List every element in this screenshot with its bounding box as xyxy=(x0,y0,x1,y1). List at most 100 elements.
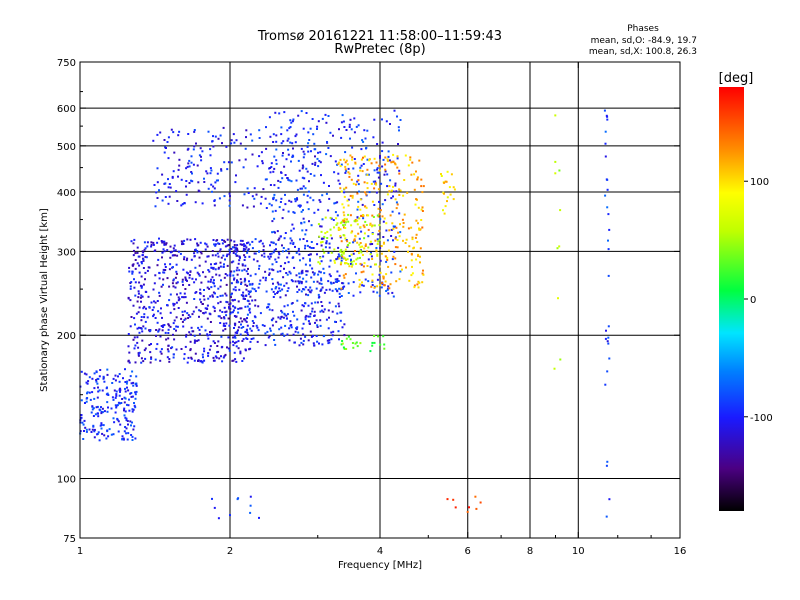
data-point xyxy=(230,311,233,314)
data-point xyxy=(314,163,317,166)
data-point xyxy=(170,128,173,131)
data-point xyxy=(278,112,281,115)
data-point xyxy=(402,222,405,224)
data-point xyxy=(137,292,140,295)
data-point xyxy=(161,326,164,328)
data-point xyxy=(119,390,121,393)
data-point xyxy=(422,185,425,188)
data-point xyxy=(174,249,177,252)
data-point xyxy=(323,334,326,337)
data-point xyxy=(554,172,557,175)
data-point xyxy=(221,242,224,245)
data-point xyxy=(194,238,197,241)
data-point xyxy=(167,344,170,347)
y-tick-label: 600 xyxy=(57,104,76,115)
data-point xyxy=(316,125,319,128)
data-point xyxy=(162,268,165,271)
data-point xyxy=(152,243,155,246)
data-point xyxy=(195,142,197,145)
data-point xyxy=(345,259,347,261)
data-point xyxy=(119,387,122,390)
data-point xyxy=(150,301,153,304)
data-point xyxy=(348,172,351,175)
data-point xyxy=(185,271,188,274)
data-point xyxy=(124,416,127,419)
data-point xyxy=(398,172,401,175)
data-point xyxy=(111,396,114,399)
data-point xyxy=(210,278,213,281)
data-point xyxy=(167,157,170,160)
data-point xyxy=(159,335,162,338)
data-point xyxy=(185,185,187,188)
data-point xyxy=(422,273,425,276)
data-point xyxy=(152,241,155,244)
data-point xyxy=(229,274,232,277)
data-point xyxy=(421,210,424,212)
data-point xyxy=(116,418,119,421)
data-point xyxy=(127,404,130,407)
data-point xyxy=(132,384,135,387)
data-point xyxy=(273,184,276,187)
data-point xyxy=(304,316,307,319)
data-point xyxy=(172,356,175,359)
data-point xyxy=(381,165,384,168)
data-point xyxy=(345,186,348,189)
data-point xyxy=(303,221,306,224)
data-point xyxy=(378,229,381,232)
data-point xyxy=(350,178,353,181)
data-point xyxy=(343,126,346,128)
data-point xyxy=(234,336,237,339)
data-point xyxy=(175,282,178,285)
data-point xyxy=(88,428,91,431)
data-point xyxy=(330,237,333,240)
data-point xyxy=(106,368,109,371)
data-point xyxy=(378,169,381,172)
data-point xyxy=(179,252,182,255)
data-point xyxy=(298,169,301,172)
data-point xyxy=(608,228,611,231)
data-point xyxy=(227,347,230,350)
data-point xyxy=(133,425,136,428)
data-point xyxy=(232,336,235,339)
data-point xyxy=(382,220,385,223)
data-point xyxy=(376,285,379,288)
data-point xyxy=(340,295,343,297)
data-point xyxy=(339,187,342,190)
data-point xyxy=(312,199,315,202)
data-point xyxy=(196,251,199,254)
data-point xyxy=(242,291,245,294)
data-point xyxy=(226,346,228,349)
data-point xyxy=(257,286,260,289)
data-point xyxy=(420,208,423,211)
data-point xyxy=(242,249,245,252)
data-point xyxy=(283,313,286,316)
data-point xyxy=(310,224,313,227)
data-point xyxy=(604,337,607,340)
data-point xyxy=(290,160,292,163)
data-point xyxy=(246,242,248,245)
data-point xyxy=(80,399,83,402)
data-point xyxy=(357,183,360,186)
data-point xyxy=(189,238,192,241)
data-point xyxy=(220,168,223,171)
data-point xyxy=(305,314,308,317)
data-point xyxy=(607,342,610,345)
data-point xyxy=(355,258,358,261)
data-point xyxy=(130,395,133,398)
data-point xyxy=(304,302,306,305)
data-point xyxy=(329,259,332,262)
data-point xyxy=(164,182,167,185)
data-point xyxy=(274,243,277,246)
data-point xyxy=(167,202,170,205)
data-point xyxy=(222,126,225,129)
data-point xyxy=(284,203,287,206)
data-point xyxy=(376,278,379,281)
data-point xyxy=(298,276,301,279)
data-point xyxy=(398,129,400,132)
data-point xyxy=(246,331,249,334)
data-point xyxy=(211,190,213,193)
data-point xyxy=(166,356,169,359)
data-point xyxy=(187,314,190,317)
data-point xyxy=(173,328,176,330)
data-point xyxy=(180,317,183,320)
